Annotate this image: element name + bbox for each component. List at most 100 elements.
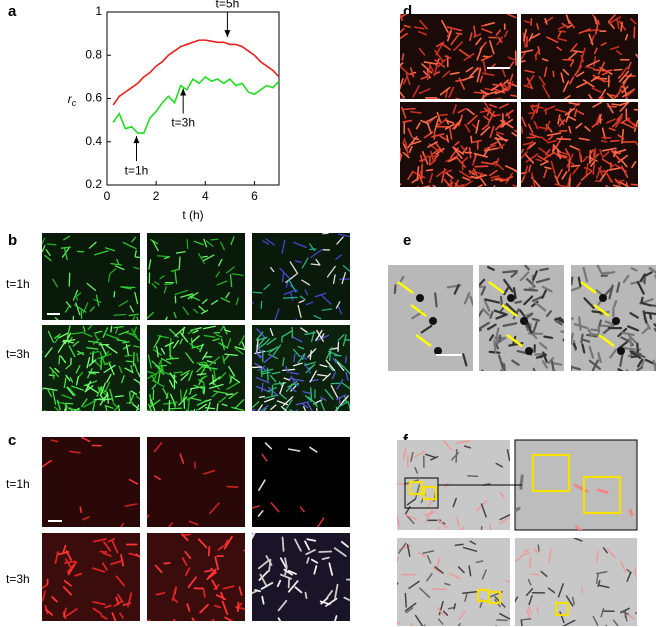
cell [294,260,302,263]
cell [495,29,502,36]
cell [87,325,93,330]
cell [147,514,150,520]
micrograph [515,538,637,626]
cell [540,136,548,142]
micrograph [514,439,638,531]
cell [50,439,59,443]
y-tick-label: 0.2 [85,177,102,191]
cell [541,360,548,369]
cell [91,351,94,364]
cell [209,502,220,515]
cell [217,545,224,551]
micrograph [400,14,517,99]
cell [571,366,581,371]
cell [532,367,536,371]
cell [309,446,318,453]
cell [445,88,449,99]
cell [202,254,215,262]
cell [201,255,208,258]
cell [575,525,583,530]
cell [86,282,97,291]
cell [293,353,296,363]
cell [252,534,255,540]
cell [498,334,502,343]
micrograph [252,325,350,411]
cell [402,74,409,85]
cell [497,36,503,44]
cell [231,406,244,411]
cell [468,66,479,79]
cells [252,233,350,320]
cell [88,241,97,249]
cell [480,526,483,530]
cell [543,168,548,179]
cell [598,96,603,99]
cell [65,363,72,370]
cell [560,151,569,156]
cell [310,263,321,266]
cell [109,388,114,402]
cell [100,398,112,401]
cell [543,105,556,112]
cell [455,97,462,99]
cell [160,347,166,355]
cell [581,47,586,58]
cell [295,409,298,411]
cell [54,334,61,344]
highlight-box [554,601,570,617]
cell [520,618,532,621]
cell [105,333,120,340]
cell [546,132,562,137]
cell [63,377,67,389]
cell [69,407,74,411]
cell [577,110,585,116]
cell [561,22,570,29]
cell [282,296,298,299]
cell [213,367,217,383]
cell [178,396,188,406]
cell [515,556,522,563]
cell [405,607,414,614]
cell [107,273,111,283]
cell [578,56,584,69]
cell [42,583,49,590]
cell [569,76,575,85]
cell [586,59,600,67]
cell [207,546,211,557]
cell [584,125,591,132]
cell [618,84,623,93]
particle [525,347,533,355]
cell [74,572,83,577]
cell [397,515,401,527]
cell [103,541,112,552]
particle [507,294,515,302]
cell [318,550,333,553]
image-bg [42,325,140,411]
micrograph [147,437,245,527]
cell [521,51,527,61]
cell [495,313,507,320]
cell [132,315,136,320]
cell [588,33,594,46]
cell [130,332,140,342]
cell [499,491,505,499]
cell [432,184,437,187]
cell [402,137,406,145]
panel-label: b [8,232,17,249]
cell [204,569,212,573]
cell [595,166,602,179]
cell [528,595,533,606]
cell [63,235,70,241]
cell [644,311,656,316]
cell [182,306,189,316]
cell [494,88,509,95]
cell [205,240,214,247]
cell [71,331,83,335]
cell [151,282,157,289]
cell [187,328,196,335]
cell [322,373,331,382]
cell [291,335,303,343]
cell [516,185,517,187]
cell [630,18,637,25]
cell [591,87,602,93]
